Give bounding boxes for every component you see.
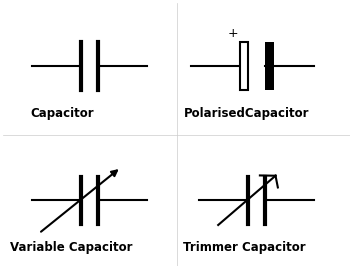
Bar — [240, 42, 248, 90]
Bar — [265, 42, 275, 90]
Text: Capacitor: Capacitor — [31, 107, 94, 120]
Text: +: + — [228, 27, 238, 40]
Text: PolarisedCapacitor: PolarisedCapacitor — [184, 107, 309, 120]
Text: Variable Capacitor: Variable Capacitor — [10, 241, 132, 254]
Text: Trimmer Capacitor: Trimmer Capacitor — [184, 241, 306, 254]
